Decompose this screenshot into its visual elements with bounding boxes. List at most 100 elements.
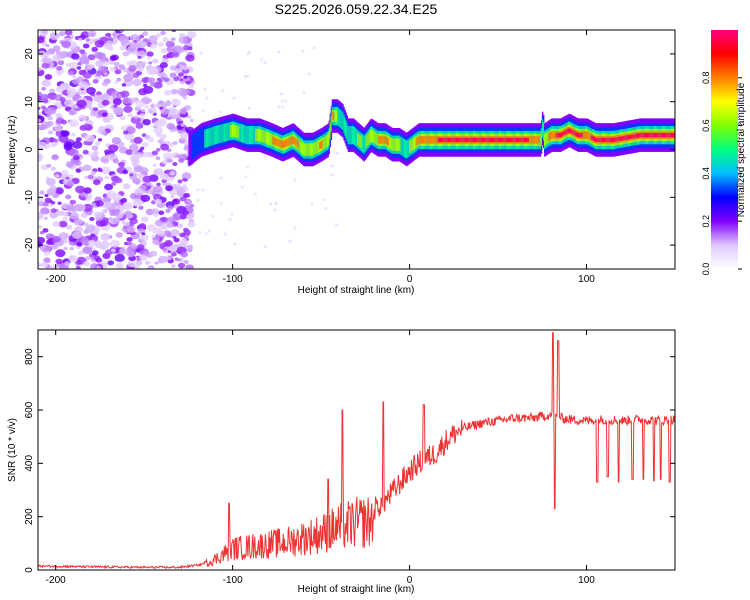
noise-dot xyxy=(330,164,334,168)
ridge-segment xyxy=(347,126,350,145)
ridge-segment xyxy=(416,137,419,146)
noise-blob xyxy=(43,257,51,264)
noise-blob xyxy=(75,265,81,269)
ridge-segment xyxy=(664,133,666,138)
noise-dot xyxy=(246,165,250,169)
noise-blob xyxy=(186,115,192,119)
noise-blob xyxy=(149,250,158,257)
noise-blob xyxy=(76,241,83,247)
noise-blob xyxy=(56,72,62,76)
ridge-segment xyxy=(320,141,322,150)
noise-blob xyxy=(112,98,122,105)
ridge-segment xyxy=(642,133,645,138)
ridge-segment xyxy=(652,133,654,138)
ridge-segment xyxy=(478,137,480,143)
noise-blob xyxy=(183,260,189,264)
ridge-segment xyxy=(531,136,533,144)
ridge-segment xyxy=(390,137,392,150)
snr-series-line xyxy=(38,332,675,570)
ridge-segment xyxy=(538,136,541,144)
noise-blob xyxy=(157,230,166,237)
ridge-segment xyxy=(414,136,416,150)
ridge-segment xyxy=(568,128,570,133)
snr-axes: -200 -100 0 100 0 200 400 600 800 xyxy=(24,330,675,586)
ridge-segment xyxy=(313,142,316,155)
noise-blob xyxy=(83,247,92,254)
ridge-segment xyxy=(332,112,335,120)
noise-blob xyxy=(45,178,56,186)
noise-blob xyxy=(47,115,54,121)
noise-blob xyxy=(65,176,70,180)
ridge-segment xyxy=(219,124,221,144)
ridge-segment xyxy=(433,136,435,144)
noise-blob xyxy=(102,209,107,213)
noise-blob xyxy=(109,55,117,61)
ridge-segment xyxy=(230,124,233,137)
noise-blob xyxy=(110,248,116,253)
noise-blob xyxy=(179,232,186,238)
ridge-segment xyxy=(251,126,253,145)
colorbar-tick-label: 0.6 xyxy=(701,119,711,132)
ridge-segment xyxy=(306,143,308,156)
ridge-segment xyxy=(489,137,492,143)
noise-blob xyxy=(138,205,144,210)
noise-blob xyxy=(136,40,147,49)
noise-blob xyxy=(150,104,155,108)
noise-blob xyxy=(155,33,162,38)
ridge-segment xyxy=(533,136,535,144)
ridge-segment xyxy=(502,137,505,143)
ridge-segment xyxy=(218,125,220,144)
ridge-segment xyxy=(504,137,507,143)
ridge-segment xyxy=(594,137,596,142)
ridge-segment xyxy=(363,135,365,154)
ridge-segment xyxy=(206,128,208,148)
ridge-segment xyxy=(564,130,566,135)
noise-dot xyxy=(230,212,234,216)
noise-blob xyxy=(104,183,114,191)
noise-dot xyxy=(263,60,267,64)
snr-ytick-label: 400 xyxy=(24,455,35,472)
noise-dot xyxy=(228,218,232,221)
noise-dot xyxy=(269,202,273,206)
ridge-segment xyxy=(474,137,476,143)
noise-blob xyxy=(185,80,191,85)
ridge-segment xyxy=(634,134,636,139)
ridge-segment xyxy=(324,136,326,149)
ridge-segment xyxy=(661,133,664,138)
noise-blob xyxy=(142,151,151,158)
noise-blob xyxy=(104,175,110,180)
noise-blob xyxy=(78,250,84,255)
noise-blob xyxy=(189,118,195,123)
ridge-segment xyxy=(252,126,254,145)
spectrogram-noise-region xyxy=(38,30,339,269)
ridge-segment xyxy=(455,137,458,143)
ridge-segment xyxy=(337,107,339,126)
noise-blob xyxy=(129,60,138,67)
ridge-segment xyxy=(208,128,210,147)
snr-panel: -200 -100 0 100 0 200 400 600 800 Height of stra… xyxy=(7,329,676,595)
noise-blob xyxy=(58,134,69,143)
ridge-segment xyxy=(644,133,647,138)
noise-blob xyxy=(50,166,57,171)
noise-dot xyxy=(302,91,306,95)
ridge-segment xyxy=(261,129,264,143)
noise-blob xyxy=(81,69,87,74)
noise-blob xyxy=(82,149,89,155)
ridge-segment xyxy=(237,125,239,139)
ridge-segment xyxy=(639,133,641,138)
noise-blob xyxy=(58,232,69,240)
ridge-segment xyxy=(307,143,309,156)
noise-blob xyxy=(180,107,188,113)
ridge-segment xyxy=(355,128,357,147)
ridge-segment xyxy=(463,137,465,143)
noise-blob xyxy=(126,81,132,86)
noise-blob xyxy=(120,125,127,131)
ridge-segment xyxy=(214,126,217,145)
ridge-segment xyxy=(651,133,653,138)
ridge-segment xyxy=(526,137,528,143)
ridge-segment xyxy=(357,132,359,146)
ridge-segment xyxy=(198,129,200,155)
noise-blob xyxy=(146,51,154,57)
noise-blob xyxy=(38,262,42,268)
ridge-segment xyxy=(614,137,616,142)
